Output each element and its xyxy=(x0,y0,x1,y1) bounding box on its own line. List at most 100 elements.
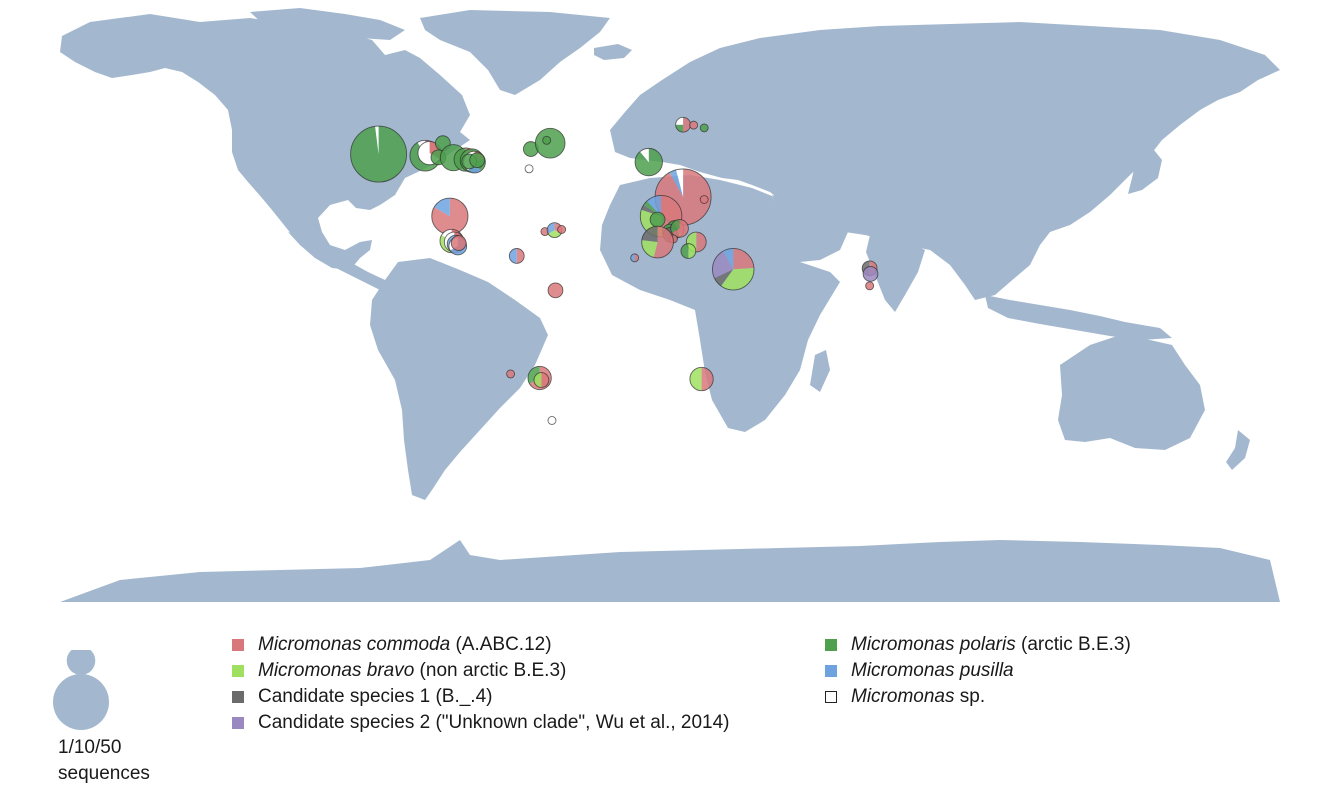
pie-slice-commoda xyxy=(541,372,549,388)
site-pie-svalbard-3 xyxy=(699,123,709,133)
north-america-landmass xyxy=(60,14,470,270)
south-america-landmass xyxy=(370,258,548,500)
pie-slice-sp xyxy=(375,126,379,155)
site-pie-alaska-beaufort xyxy=(350,125,408,183)
pie-slice-commoda xyxy=(516,248,525,264)
legend-species-name: Micromonas commoda xyxy=(258,634,451,655)
hollow-square-swatch xyxy=(825,691,837,703)
pie-outline xyxy=(865,281,875,291)
pie-outline xyxy=(506,369,516,379)
pie-slice-polaris xyxy=(675,124,684,133)
sampling-sites-layer xyxy=(350,116,879,425)
pie-slice-commoda xyxy=(671,219,689,238)
size-legend: 1/10/50 sequences xyxy=(50,650,170,790)
size-legend-circle-10 xyxy=(66,650,96,675)
pie-slice-commoda xyxy=(696,232,707,252)
square-swatch xyxy=(232,665,244,677)
pie-slice-commoda xyxy=(653,226,674,258)
pie-outline xyxy=(862,266,879,282)
pie-slice-commoda xyxy=(506,369,515,378)
pie-slice-bravo xyxy=(721,267,755,291)
square-swatch xyxy=(232,691,244,703)
pie-outline xyxy=(685,231,707,253)
site-pie-canaries xyxy=(630,253,640,263)
pie-outline xyxy=(524,164,534,174)
site-pie-chile-2 xyxy=(533,372,550,388)
site-pie-chile-offshore xyxy=(506,369,516,379)
pie-outline xyxy=(469,152,486,169)
pie-slice-polaris xyxy=(350,126,407,183)
pie-slice-sp xyxy=(525,164,534,173)
pie-slice-bravo xyxy=(689,367,702,391)
pie-outline xyxy=(670,219,689,238)
pie-slice-sp xyxy=(675,117,684,125)
site-pie-arch-5 xyxy=(469,152,486,169)
legend-item-sp: Micromonas sp. xyxy=(825,684,1131,710)
pie-slice-polaris xyxy=(542,136,551,145)
pie-slice-pusilla xyxy=(509,248,517,264)
site-pie-washington xyxy=(431,197,469,235)
pie-slice-bravo xyxy=(533,372,542,388)
pie-slice-commoda xyxy=(451,235,467,251)
legend-species-detail: (non arctic B.E.3) xyxy=(414,660,567,681)
square-swatch xyxy=(232,639,244,651)
pie-outline xyxy=(630,253,640,263)
pie-outline xyxy=(547,282,564,299)
pie-slice-polaris xyxy=(680,243,689,259)
legend-item-cand2: Candidate species 2 ("Unknown clade", Wu… xyxy=(232,710,730,736)
antarctica-landmass xyxy=(60,540,1280,602)
eurasia-landmass xyxy=(610,22,1280,300)
pie-slice-polaris xyxy=(650,212,665,228)
pie-slice-polaris xyxy=(469,152,485,168)
iceland-landmass xyxy=(594,44,632,60)
legend-species-name: Micromonas xyxy=(851,686,955,707)
pie-slice-bravo xyxy=(688,243,696,259)
site-pie-caribbean xyxy=(547,282,564,299)
pie-outline xyxy=(641,225,674,259)
pie-outline xyxy=(542,135,552,145)
pie-outline xyxy=(533,372,550,388)
pie-outline xyxy=(450,235,467,251)
size-legend-label-counts: 1/10/50 xyxy=(58,737,122,758)
pie-slice-cand1 xyxy=(714,269,734,287)
pie-slice-commoda xyxy=(700,195,709,204)
pie-slice-commoda xyxy=(548,282,563,298)
new-zealand-landmass xyxy=(1226,430,1250,470)
site-pie-ne-us-3 xyxy=(557,225,567,234)
world-map xyxy=(60,8,1280,602)
site-pie-ligurian xyxy=(670,219,689,238)
legend-species-name: Micromonas pusilla xyxy=(851,660,1014,681)
central-america-landmass xyxy=(288,232,398,292)
pie-outline xyxy=(689,120,699,130)
pie-slice-cand2 xyxy=(712,251,734,279)
pie-slice-sp xyxy=(547,416,556,425)
legend-item-cand1: Candidate species 1 (B._.4) xyxy=(232,684,730,710)
site-pie-drake xyxy=(547,416,557,425)
land-layer xyxy=(60,8,1280,602)
legend-item-bravo: Micromonas bravo (non arctic B.E.3) xyxy=(232,658,730,684)
pie-outline xyxy=(508,248,525,264)
pie-slice-pusilla xyxy=(669,169,684,198)
pie-slice-bravo xyxy=(641,240,658,258)
site-pie-baltic xyxy=(699,195,709,204)
pie-outline xyxy=(547,416,557,425)
square-swatch xyxy=(825,665,837,677)
pie-slice-sp xyxy=(639,148,649,163)
arctic-islands-landmass xyxy=(250,8,405,40)
pie-outline xyxy=(634,147,663,177)
site-pie-gulf-mexico xyxy=(508,248,525,264)
madagascar-landmass xyxy=(810,350,830,392)
pie-outline xyxy=(699,123,709,133)
legend-species-detail: sp. xyxy=(954,686,986,707)
site-pie-china-sea-1 xyxy=(862,266,879,282)
pie-slice-cand1 xyxy=(641,226,658,243)
legend-species-detail: Candidate species 1 (B._.4) xyxy=(258,686,493,707)
site-pie-baffin-4 xyxy=(542,135,552,145)
pie-outline xyxy=(350,125,408,183)
site-pie-biscay xyxy=(649,211,666,228)
site-pie-red-sea xyxy=(711,248,755,291)
pie-slice-pusilla xyxy=(646,195,662,217)
site-pie-baffin-2 xyxy=(524,164,534,174)
site-pie-alboran xyxy=(641,225,674,259)
legend-species-name: Micromonas bravo xyxy=(258,660,415,681)
